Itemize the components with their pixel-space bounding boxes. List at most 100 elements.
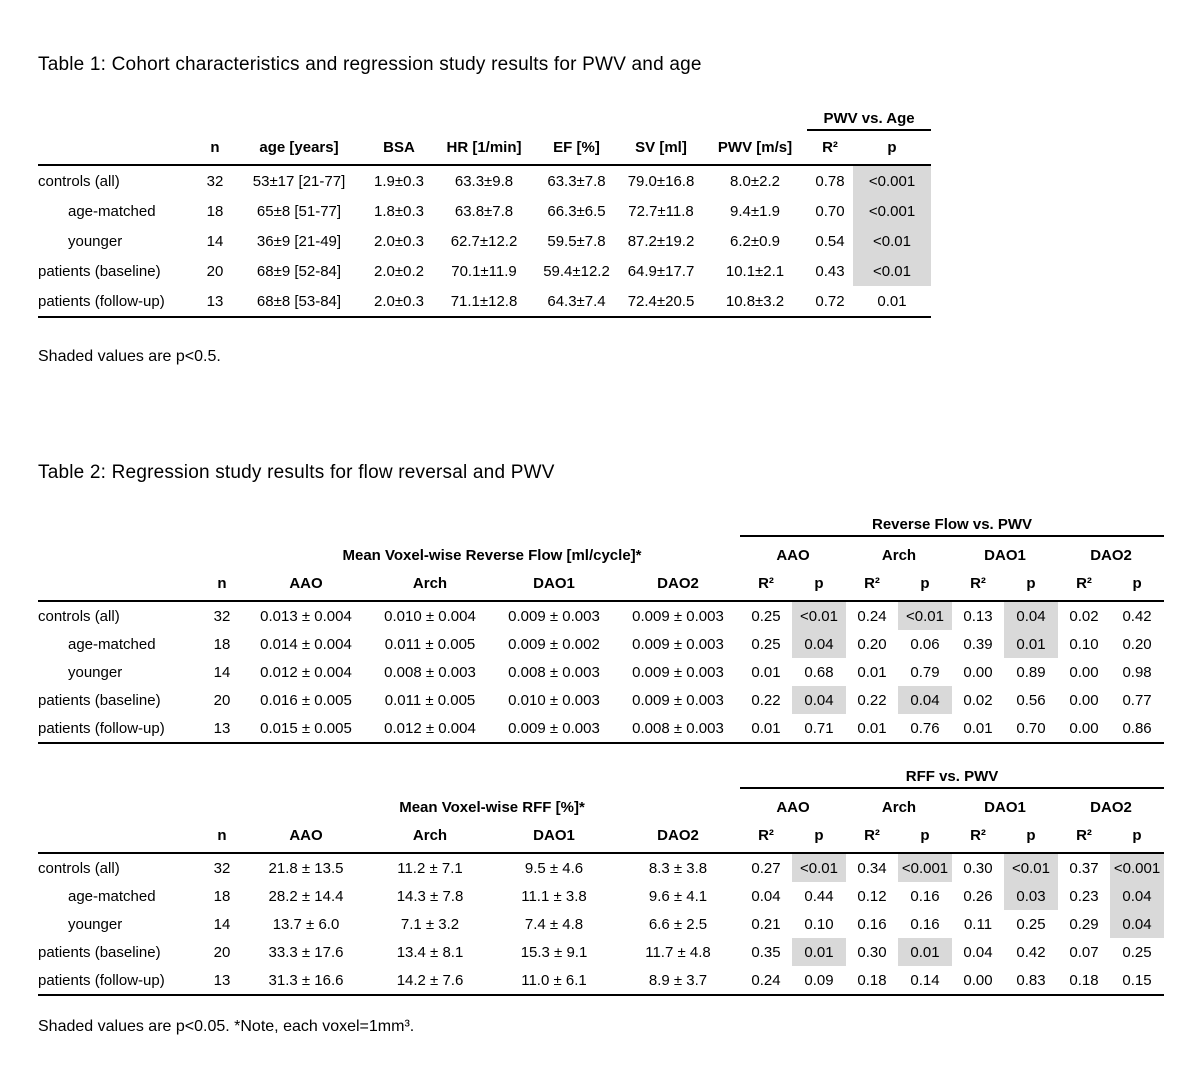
data-cell: 0.008 ± 0.003 bbox=[616, 714, 740, 744]
region-header-arch: Arch bbox=[881, 547, 917, 564]
data-cell: 87.2±19.2 bbox=[627, 232, 695, 250]
table-row: controls (all) 32 0.013 ± 0.004 0.010 ± 0.0… bbox=[38, 601, 1164, 630]
data-cell: 0.009 ± 0.002 bbox=[508, 635, 600, 653]
data-cell: 0.18 bbox=[1058, 966, 1110, 996]
spacer bbox=[38, 758, 740, 788]
column-header-r2: R² bbox=[740, 567, 792, 602]
data-cell: 0.10 bbox=[804, 915, 834, 933]
data-cell: 0.43 bbox=[815, 262, 845, 280]
data-cell: 0.76 bbox=[898, 714, 952, 744]
data-cell: 0.02 bbox=[1069, 607, 1099, 625]
data-cell: 0.71 bbox=[792, 714, 846, 744]
data-cell: 0.012 ± 0.004 bbox=[368, 714, 492, 744]
data-cell: 0.98 bbox=[1122, 663, 1152, 681]
row-label: younger bbox=[68, 915, 123, 933]
table2b-measure-row: Mean Voxel-wise RFF [%]* AAO Arch DAO1 D… bbox=[38, 788, 1164, 819]
data-cell: 64.9±17.7 bbox=[627, 262, 695, 280]
table1-group-row: PWV vs. Age bbox=[38, 100, 932, 131]
column-header-dao2: DAO2 bbox=[616, 819, 740, 854]
column-header-r2: R² bbox=[846, 567, 898, 602]
data-cell: 14.2 ± 7.6 bbox=[368, 966, 492, 996]
data-cell: 2.0±0.2 bbox=[374, 262, 424, 280]
data-cell: 14 bbox=[213, 663, 231, 681]
data-cell: <0.001 bbox=[1110, 853, 1165, 882]
row-label: age-matched bbox=[68, 635, 156, 653]
data-cell: 0.56 bbox=[1016, 691, 1046, 709]
column-header-aao: AAO bbox=[244, 819, 368, 854]
data-cell: 2.0±0.3 bbox=[374, 232, 424, 250]
data-cell: 8.0±2.2 bbox=[730, 172, 780, 190]
data-cell: 14 bbox=[213, 915, 231, 933]
data-cell: 68±8 [53-84] bbox=[234, 286, 364, 318]
data-cell: 2.0±0.3 bbox=[364, 286, 434, 318]
data-cell: <0.01 bbox=[898, 601, 952, 630]
data-cell: 64.3±7.4 bbox=[534, 286, 619, 318]
data-cell: 11.7 ± 4.8 bbox=[645, 943, 711, 961]
spacer bbox=[38, 536, 244, 567]
table2-note: Shaded values are p<0.05. *Note, each vo… bbox=[38, 1018, 415, 1035]
data-cell: 0.18 bbox=[846, 966, 898, 996]
data-cell: 10.1±2.1 bbox=[725, 262, 785, 280]
column-header-empty bbox=[38, 819, 200, 854]
table2-rff: RFF vs. PWV Mean Voxel-wise RFF [%]* AAO… bbox=[38, 758, 1165, 996]
data-cell: 0.12 bbox=[857, 887, 887, 905]
table-row: patients (follow-up) 13 0.015 ± 0.005 0.012… bbox=[38, 714, 1165, 744]
data-cell: 0.03 bbox=[1004, 882, 1058, 910]
data-cell: 14.3 ± 7.8 bbox=[396, 887, 464, 905]
data-cell: 0.00 bbox=[952, 966, 1004, 996]
data-cell: 15.3 ± 9.1 bbox=[520, 943, 588, 961]
region-header-dao1: DAO1 bbox=[984, 799, 1026, 816]
column-header-p: p bbox=[1004, 819, 1058, 854]
data-cell: 0.01 bbox=[846, 714, 898, 744]
column-header-sv: SV [ml] bbox=[619, 130, 703, 166]
row-label: controls (all) bbox=[38, 172, 120, 190]
data-cell: 0.04 bbox=[792, 630, 846, 658]
data-cell: 0.34 bbox=[857, 859, 887, 877]
row-label: younger bbox=[68, 232, 123, 250]
spacer bbox=[38, 100, 807, 130]
data-cell: <0.01 bbox=[792, 601, 846, 630]
table2a-group-row: Reverse Flow vs. PWV bbox=[38, 506, 1165, 537]
data-cell: 0.68 bbox=[804, 663, 834, 681]
data-cell: 36±9 [21-49] bbox=[256, 232, 342, 250]
data-cell: 0.25 bbox=[1122, 943, 1152, 961]
row-label: patients (baseline) bbox=[38, 262, 161, 280]
data-cell: 0.42 bbox=[1122, 607, 1152, 625]
table-row: younger 14 0.012 ± 0.004 0.008 ± 0.003 0.008… bbox=[38, 658, 1164, 686]
data-cell: 0.23 bbox=[1069, 887, 1099, 905]
region-header-dao2: DAO2 bbox=[1090, 547, 1132, 564]
data-cell: 0.20 bbox=[857, 635, 887, 653]
row-label: age-matched bbox=[68, 887, 156, 905]
table2a-body: controls (all) 32 0.013 ± 0.004 0.010 ± 0.0… bbox=[38, 601, 1165, 744]
data-cell: 0.20 bbox=[1122, 635, 1152, 653]
data-cell: 0.011 ± 0.005 bbox=[384, 691, 476, 709]
data-cell: 63.3±9.8 bbox=[454, 172, 514, 190]
table2b-group-header: RFF vs. PWV bbox=[740, 758, 1165, 789]
data-cell: 0.09 bbox=[792, 966, 846, 996]
data-cell: 18 bbox=[213, 635, 231, 653]
column-header-r2: R² bbox=[846, 819, 898, 854]
data-cell: 9.6 ± 4.1 bbox=[648, 887, 708, 905]
data-cell: 71.1±12.8 bbox=[434, 286, 534, 318]
data-cell: 66.3±6.5 bbox=[547, 202, 606, 220]
data-cell: 9.5 ± 4.6 bbox=[524, 859, 584, 877]
data-cell: 0.07 bbox=[1069, 943, 1099, 961]
column-header-hr: HR [1/min] bbox=[434, 130, 534, 166]
data-cell: 0.01 bbox=[751, 663, 781, 681]
spacer bbox=[38, 788, 244, 819]
data-cell: 0.01 bbox=[792, 938, 846, 966]
table2b-body: controls (all) 32 21.8 ± 13.5 11.2 ± 7.1 9.5… bbox=[38, 853, 1165, 996]
data-cell: 0.89 bbox=[1016, 663, 1046, 681]
column-header-arch: Arch bbox=[368, 819, 492, 854]
data-cell: 10.8±3.2 bbox=[703, 286, 807, 318]
data-cell: 0.42 bbox=[1016, 943, 1046, 961]
data-cell: 0.11 bbox=[963, 915, 993, 933]
data-cell: 0.014 ± 0.004 bbox=[260, 635, 352, 653]
data-cell: 0.04 bbox=[898, 686, 952, 714]
data-cell: 8.9 ± 3.7 bbox=[616, 966, 740, 996]
data-cell: 0.30 bbox=[857, 943, 887, 961]
data-cell: 1.8±0.3 bbox=[374, 202, 424, 220]
data-cell: 13 bbox=[200, 966, 244, 996]
data-cell: 62.7±12.2 bbox=[450, 232, 518, 250]
data-cell: 1.9±0.3 bbox=[374, 172, 424, 190]
